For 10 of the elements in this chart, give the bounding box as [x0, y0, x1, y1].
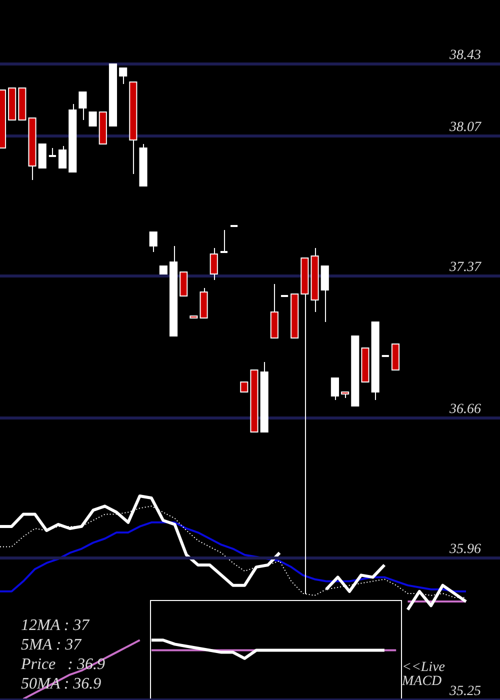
- annotation: 5MA : 37: [21, 636, 82, 654]
- annotation: <<Live: [402, 660, 445, 675]
- y-tick-label: 38.07: [448, 120, 482, 135]
- y-tick-label: 36.66: [448, 402, 481, 417]
- annotation: 12MA : 37: [21, 617, 90, 634]
- y-tick-label: 38.43: [448, 48, 481, 63]
- y-tick-label: 35.96: [448, 542, 481, 557]
- y-tick-label: 35.25: [448, 684, 481, 699]
- y-tick-label: 37.37: [448, 260, 482, 275]
- annotation: MACD: [401, 674, 442, 689]
